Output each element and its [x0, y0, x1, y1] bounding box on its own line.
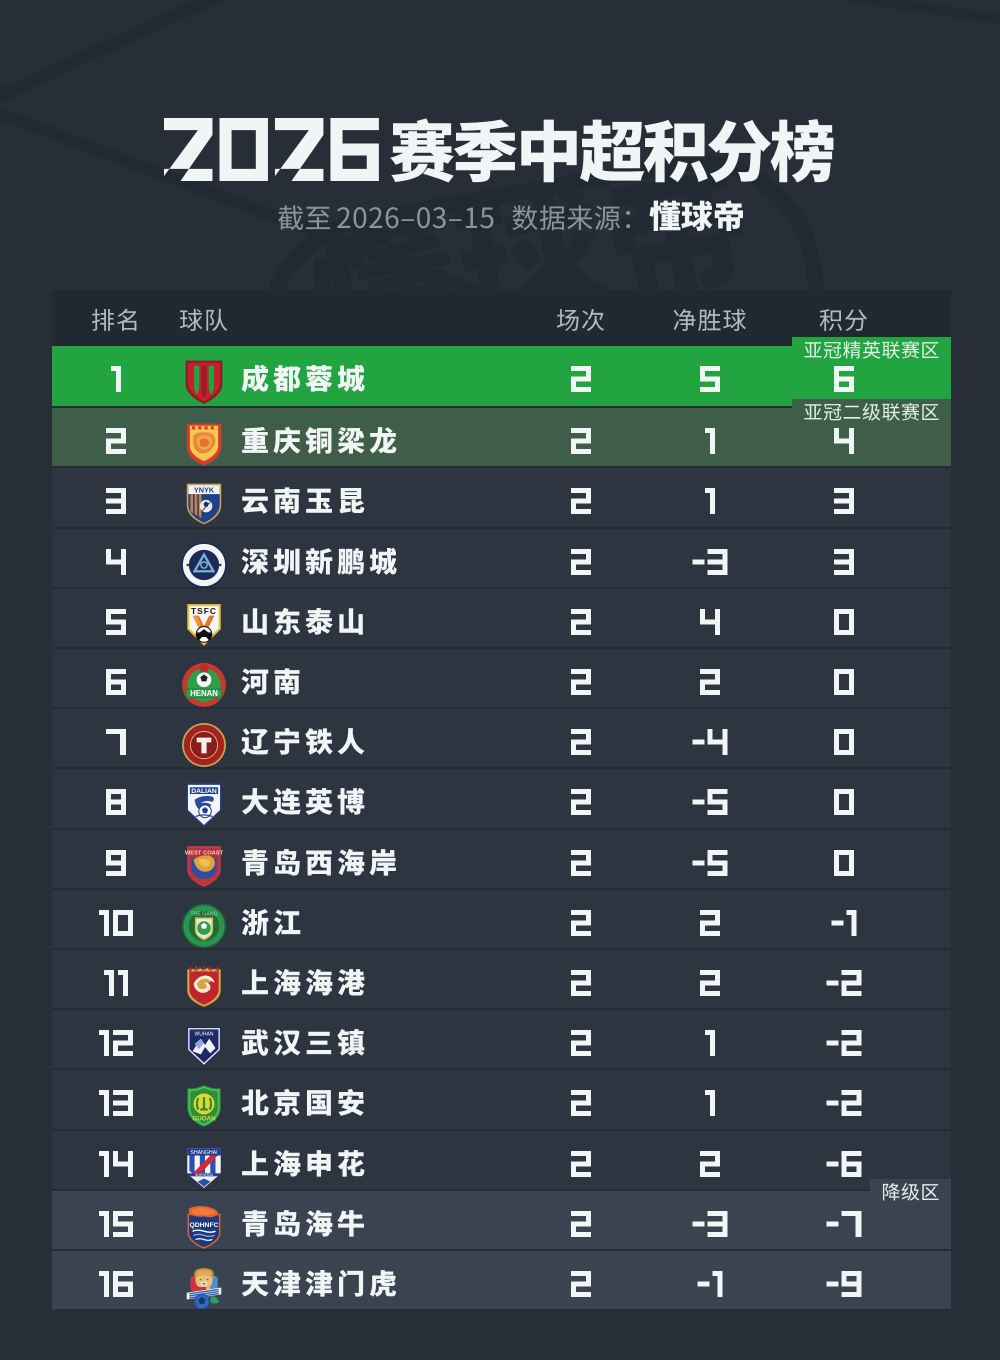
svg-text:SHANGHAI: SHANGHAI: [190, 1150, 217, 1156]
svg-text:WEST COAST: WEST COAST: [185, 851, 224, 857]
svg-text:GUOAN: GUOAN: [192, 1116, 216, 1123]
svg-text:THE GANG: THE GANG: [190, 912, 217, 918]
svg-text:SHENHUA: SHENHUA: [195, 1173, 214, 1177]
svg-text:DALIAN: DALIAN: [191, 788, 217, 795]
svg-text:TSFC: TSFC: [191, 606, 217, 616]
svg-text:HENAN: HENAN: [190, 689, 218, 698]
svg-text:QDHNFC: QDHNFC: [189, 1222, 218, 1229]
svg-text:WUHAN: WUHAN: [195, 1031, 214, 1037]
svg-text:YNYK: YNYK: [194, 485, 215, 494]
